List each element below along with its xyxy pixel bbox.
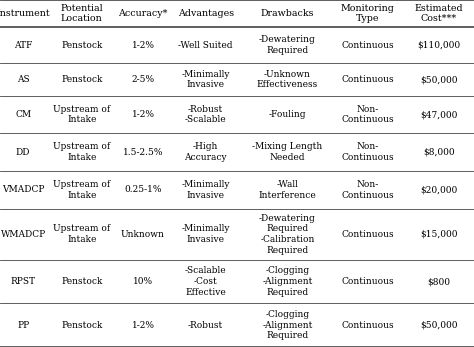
Text: Non-
Continuous: Non- Continuous	[341, 105, 394, 125]
Text: -Clogging
-Alignment
Required: -Clogging -Alignment Required	[262, 310, 312, 340]
Text: -Dewatering
Required: -Dewatering Required	[259, 35, 316, 55]
Text: Drawbacks: Drawbacks	[261, 9, 314, 18]
Text: Penstock: Penstock	[61, 277, 102, 286]
Text: Estimated
Cost***: Estimated Cost***	[414, 4, 463, 23]
Text: 1-2%: 1-2%	[131, 321, 155, 330]
Text: CM: CM	[15, 110, 31, 119]
Text: Non-
Continuous: Non- Continuous	[341, 180, 394, 200]
Text: Upstream of
Intake: Upstream of Intake	[53, 105, 110, 125]
Text: -Robust: -Robust	[188, 321, 223, 330]
Text: Potential
Location: Potential Location	[60, 4, 103, 23]
Text: Instrument: Instrument	[0, 9, 50, 18]
Text: WMADCP: WMADCP	[0, 230, 46, 239]
Text: 10%: 10%	[133, 277, 153, 286]
Text: VMADCP: VMADCP	[2, 185, 45, 194]
Text: -High
Accuracy: -High Accuracy	[184, 142, 227, 162]
Text: -Clogging
-Alignment
Required: -Clogging -Alignment Required	[262, 266, 312, 297]
Text: 2-5%: 2-5%	[131, 75, 155, 84]
Text: -Fouling: -Fouling	[269, 110, 306, 119]
Text: -Unknown
Effectiveness: -Unknown Effectiveness	[257, 70, 318, 90]
Text: Continuous: Continuous	[341, 230, 394, 239]
Text: -Dewatering
Required
-Calibration
Required: -Dewatering Required -Calibration Requir…	[259, 214, 316, 255]
Text: $8,000: $8,000	[423, 147, 455, 156]
Text: Upstream of
Intake: Upstream of Intake	[53, 142, 110, 162]
Text: Upstream of
Intake: Upstream of Intake	[53, 180, 110, 200]
Text: $20,000: $20,000	[420, 185, 457, 194]
Text: Continuous: Continuous	[341, 41, 394, 50]
Text: 1-2%: 1-2%	[131, 110, 155, 119]
Text: $50,000: $50,000	[420, 321, 457, 330]
Text: Upstream of
Intake: Upstream of Intake	[53, 225, 110, 244]
Text: Penstock: Penstock	[61, 321, 102, 330]
Text: -Minimally
Invasive: -Minimally Invasive	[182, 180, 230, 200]
Text: -Mixing Length
Needed: -Mixing Length Needed	[252, 142, 322, 162]
Text: 1.5-2.5%: 1.5-2.5%	[123, 147, 163, 156]
Text: Unknown: Unknown	[121, 230, 165, 239]
Text: Advantages: Advantages	[178, 9, 234, 18]
Text: -Minimally
Invasive: -Minimally Invasive	[182, 70, 230, 90]
Text: Continuous: Continuous	[341, 75, 394, 84]
Text: $47,000: $47,000	[420, 110, 457, 119]
Text: RPST: RPST	[10, 277, 36, 286]
Text: AS: AS	[17, 75, 29, 84]
Text: -Well Suited: -Well Suited	[178, 41, 233, 50]
Text: -Scalable
-Cost
Effective: -Scalable -Cost Effective	[185, 266, 227, 297]
Text: PP: PP	[17, 321, 29, 330]
Text: Penstock: Penstock	[61, 41, 102, 50]
Text: Continuous: Continuous	[341, 277, 394, 286]
Text: Monitoring
Type: Monitoring Type	[341, 4, 395, 23]
Text: 0.25-1%: 0.25-1%	[124, 185, 162, 194]
Text: $50,000: $50,000	[420, 75, 457, 84]
Text: -Wall
Interference: -Wall Interference	[258, 180, 316, 200]
Text: Penstock: Penstock	[61, 75, 102, 84]
Text: Non-
Continuous: Non- Continuous	[341, 142, 394, 162]
Text: Continuous: Continuous	[341, 321, 394, 330]
Text: -Minimally
Invasive: -Minimally Invasive	[182, 225, 230, 244]
Text: $15,000: $15,000	[420, 230, 457, 239]
Text: $110,000: $110,000	[417, 41, 460, 50]
Text: 1-2%: 1-2%	[131, 41, 155, 50]
Text: Accuracy*: Accuracy*	[118, 9, 168, 18]
Text: -Robust
-Scalable: -Robust -Scalable	[185, 105, 227, 125]
Text: $800: $800	[427, 277, 450, 286]
Text: ATF: ATF	[14, 41, 32, 50]
Text: DD: DD	[16, 147, 30, 156]
